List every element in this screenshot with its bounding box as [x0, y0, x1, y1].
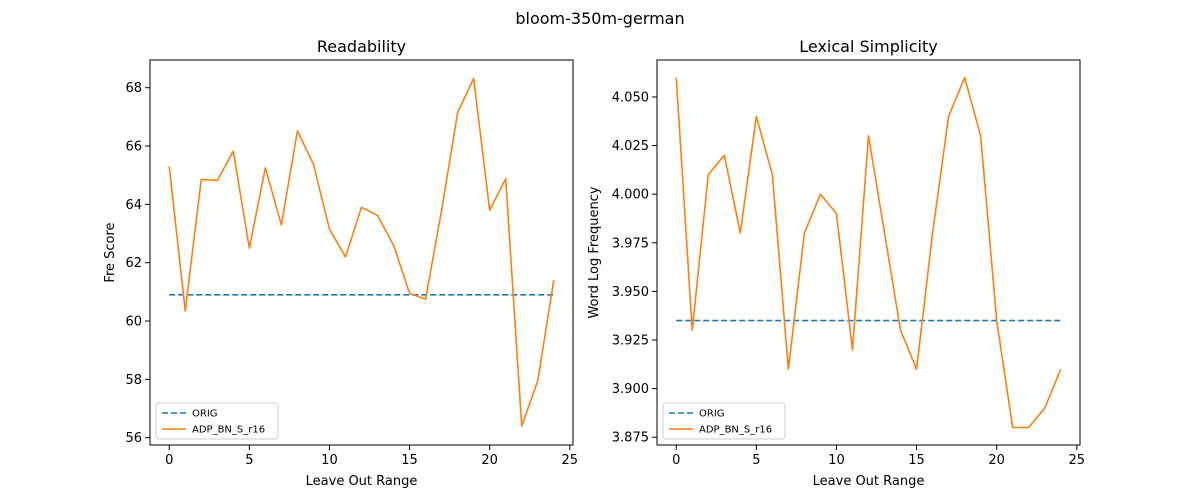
series-line-adp [675, 76, 1062, 429]
y-tick-label: 62 [125, 256, 142, 271]
y-tick-label: 56 [125, 431, 142, 446]
y-axis-label: Fre Score [103, 222, 118, 282]
x-tick-label: 25 [1069, 453, 1086, 468]
legend-entry: ADP_BN_S_r16 [699, 425, 772, 436]
x-tick-label: 20 [481, 453, 498, 468]
y-tick-label: 3.900 [612, 382, 649, 397]
axes-frame [656, 59, 1081, 446]
legend-entry: ORIG [699, 409, 725, 420]
y-tick-label: 3.925 [612, 334, 649, 349]
x-tick-label: 25 [562, 453, 579, 468]
legend-box [155, 402, 279, 440]
subplot-2: Lexical Simplicity 0 5 10 15 20 25 3.875 3.900 3.… [587, 37, 1085, 489]
subplot-title: Readability [317, 37, 406, 56]
legend-entry: ORIG [192, 409, 218, 420]
y-tick-label: 68 [125, 81, 142, 96]
x-tick-label: 15 [908, 453, 925, 468]
x-axis-label: Leave Out Range [306, 474, 418, 489]
y-tick-label: 64 [125, 198, 142, 213]
y-tick-label: 3.975 [612, 236, 649, 251]
x-tick-label: 10 [828, 453, 845, 468]
x-tick-label: 20 [988, 453, 1005, 468]
x-tick-label: 0 [165, 453, 173, 468]
y-tick-label: 4.000 [612, 188, 649, 203]
x-tick-label: 0 [672, 453, 680, 468]
x-tick-label: 5 [752, 453, 760, 468]
y-tick-label: 3.950 [612, 285, 649, 300]
legend-entry: ADP_BN_S_r16 [192, 425, 265, 436]
subplot-1: Readability 0 5 10 15 20 25 56 58 60 62 64 66 68 Leave… [103, 37, 578, 489]
y-axis-label: Word Log Frequency [587, 186, 602, 318]
y-tick-label: 58 [125, 373, 142, 388]
series-line-adp [168, 77, 555, 427]
y-tick-label: 4.025 [612, 139, 649, 154]
y-tick-label: 4.050 [612, 90, 649, 105]
x-axis-label: Leave Out Range [813, 474, 925, 489]
subplot-title: Lexical Simplicity [799, 37, 937, 56]
x-tick-label: 10 [321, 453, 338, 468]
axes-frame [149, 59, 574, 446]
y-tick-label: 3.875 [612, 431, 649, 446]
x-tick-label: 5 [245, 453, 253, 468]
y-tick-label: 66 [125, 140, 142, 155]
legend-box [662, 402, 786, 440]
y-tick-label: 60 [125, 315, 142, 330]
x-tick-label: 15 [401, 453, 418, 468]
figure-suptitle: bloom-350m-german [515, 9, 684, 28]
